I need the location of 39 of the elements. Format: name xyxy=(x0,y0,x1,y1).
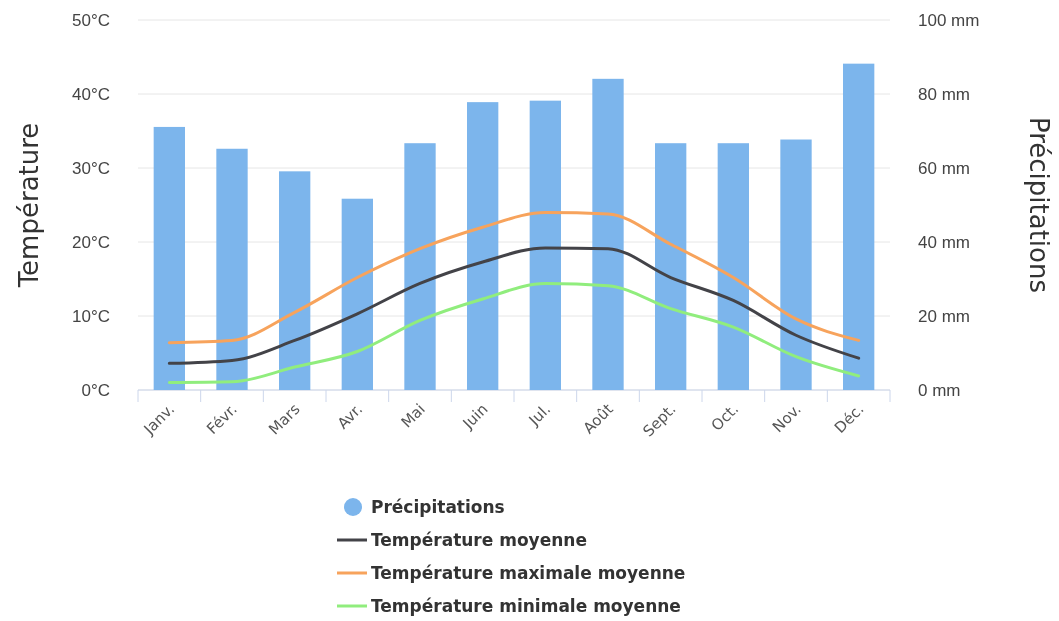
line-series xyxy=(167,246,861,365)
y2-tick-label: 0 mm xyxy=(918,380,961,400)
y-axis-title: Température xyxy=(14,122,44,289)
bar xyxy=(843,63,875,390)
y2-tick-label: 20 mm xyxy=(918,306,970,326)
y2-tick-label: 40 mm xyxy=(918,232,970,252)
x-tick-label: Oct. xyxy=(707,400,743,435)
x-tick-label: Nov. xyxy=(768,400,805,437)
legend-label: Précipitations xyxy=(371,497,505,517)
y-tick-label: 20°C xyxy=(72,232,110,252)
line-series xyxy=(167,281,861,385)
bar xyxy=(529,100,561,390)
y2-tick-label: 100 mm xyxy=(918,10,980,30)
bar xyxy=(592,78,624,390)
bar xyxy=(341,198,373,390)
legend-label: Température maximale moyenne xyxy=(371,563,686,583)
x-tick-label: Déc. xyxy=(830,400,868,437)
bar xyxy=(780,139,812,390)
legend-label: Température minimale moyenne xyxy=(371,596,681,616)
y2-tick-label: 80 mm xyxy=(918,84,970,104)
bar xyxy=(467,102,499,390)
x-tick-label: Mai xyxy=(397,400,429,432)
bar xyxy=(216,148,248,390)
line-series xyxy=(167,210,861,345)
bar xyxy=(655,143,687,390)
bar xyxy=(153,126,185,390)
y2-tick-label: 60 mm xyxy=(918,158,970,178)
legend-label: Température moyenne xyxy=(371,530,587,550)
y-tick-label: 0°C xyxy=(81,380,110,400)
y-tick-label: 10°C xyxy=(72,306,110,326)
x-tick-label: Avr. xyxy=(333,400,367,433)
y-tick-label: 30°C xyxy=(72,158,110,178)
bar xyxy=(279,171,311,390)
bar xyxy=(717,143,749,390)
bar xyxy=(404,143,436,390)
x-tick-label: Jul. xyxy=(524,400,555,430)
y-tick-label: 40°C xyxy=(72,84,110,104)
y-tick-label: 50°C xyxy=(72,10,110,30)
y2-axis-title: Précipitations xyxy=(1024,116,1054,294)
